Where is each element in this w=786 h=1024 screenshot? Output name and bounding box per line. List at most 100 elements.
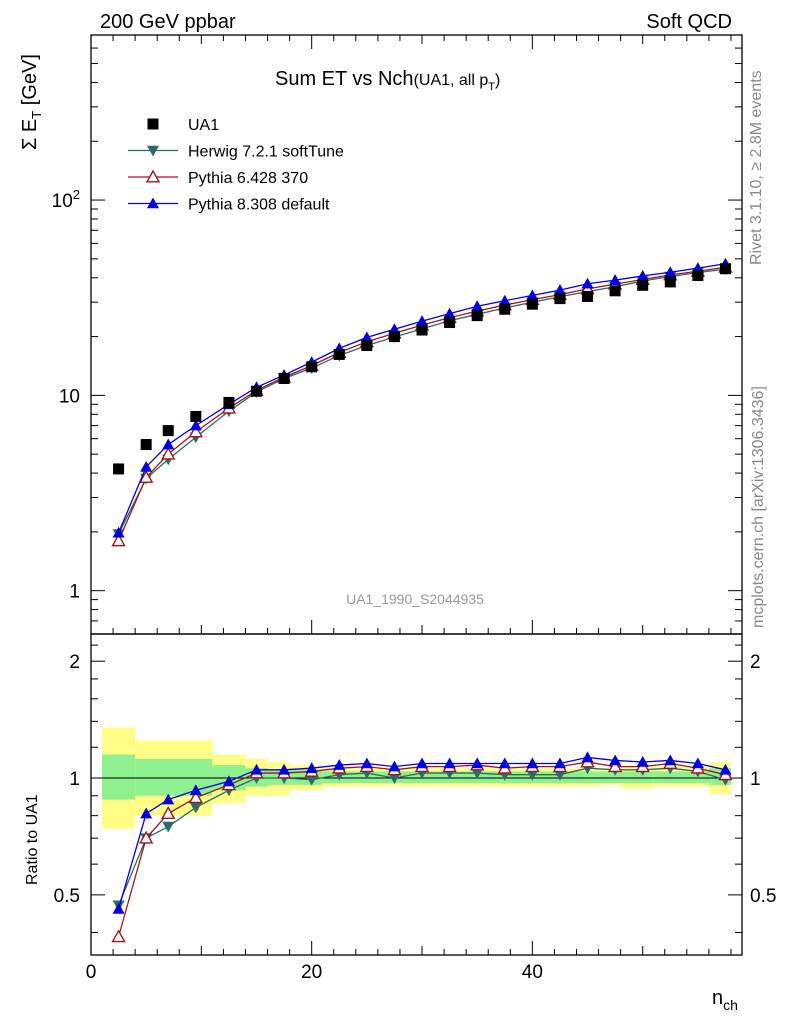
data-point-0 — [113, 463, 125, 475]
y-tick-label-ratio-right-1: 1 — [750, 769, 761, 790]
data-point-19 — [637, 279, 649, 291]
ratio-marker-s3-14 — [498, 757, 511, 769]
main-marker-s3-1 — [140, 460, 153, 472]
main-marker-s3-12 — [443, 307, 456, 319]
ratio-marker-s3-5 — [250, 763, 263, 775]
x-tick-label-0: 0 — [86, 962, 97, 983]
main-marker-s3-19 — [636, 269, 649, 281]
band-inner-0 — [102, 754, 136, 800]
ratio-marker-s3-21 — [691, 757, 704, 769]
band-inner-9 — [653, 771, 709, 784]
ratio-marker-s3-22 — [719, 763, 732, 775]
ratio-marker-s3-8 — [333, 759, 346, 770]
ratio-marker-s3-19 — [636, 755, 649, 767]
ratio-marker-s3-2 — [162, 793, 175, 805]
ratio-marker-s1-16 — [553, 769, 566, 781]
y-tick-label-ratio-2: 2 — [69, 652, 80, 673]
ratio-marker-s1-13 — [471, 768, 484, 780]
y-tick-label-ratio-right-2: 2 — [750, 652, 761, 673]
data-point-18 — [609, 285, 621, 297]
legend-marker-0 — [147, 118, 159, 130]
header-left: 200 GeV ppbar — [100, 11, 236, 33]
legend-label-0: UA1 — [188, 117, 219, 134]
plot-title: Sum ET vs Nch(UA1, all pT) — [275, 68, 500, 93]
y-tick-label-main-10: 10 — [59, 386, 80, 407]
data-point-7 — [306, 361, 318, 373]
main-marker-s2-2 — [161, 446, 176, 460]
y-tick-label-main-100: 102 — [52, 187, 80, 212]
main-marker-s3-17 — [581, 277, 594, 289]
ratio-marker-s3-13 — [471, 757, 484, 769]
ratio-marker-s3-15 — [526, 757, 539, 769]
series-layer — [111, 257, 733, 943]
legend-marker-1 — [147, 145, 159, 157]
main-line-3 — [117, 263, 726, 533]
band-inner-1 — [135, 758, 213, 796]
ratio-marker-s3-7 — [305, 762, 318, 774]
legend-label-1: Herwig 7.2.1 softTune — [188, 144, 344, 161]
data-point-10 — [388, 331, 400, 343]
ylabel-main: Σ ET [GeV] — [19, 54, 44, 150]
data-point-20 — [664, 276, 676, 288]
ratio-marker-s3-6 — [278, 763, 291, 775]
main-marker-s3-20 — [664, 266, 677, 278]
data-point-6 — [278, 372, 290, 384]
ratio-marker-s1-7 — [305, 774, 318, 786]
band-inner-8 — [620, 771, 654, 784]
data-point-15 — [526, 298, 538, 310]
data-point-16 — [554, 293, 566, 305]
x-tick-label-40: 40 — [522, 962, 543, 983]
xlabel: nch — [712, 987, 738, 1013]
main-marker-s2-3 — [188, 424, 204, 438]
legend-label-2: Pythia 6.428 370 — [188, 170, 308, 187]
data-point-22 — [719, 263, 731, 275]
ratio-plot-frame — [90, 633, 743, 956]
ratio-marker-s3-0 — [112, 902, 125, 914]
ratio-marker-s2-2 — [161, 806, 176, 820]
ratio-marker-s3-4 — [222, 775, 235, 787]
data-point-12 — [444, 317, 456, 329]
data-point-3 — [190, 410, 202, 422]
header-right: Soft QCD — [646, 11, 732, 33]
legend-label-3: Pythia 8.308 default — [188, 197, 330, 214]
ratio-marker-s2-1 — [138, 830, 154, 844]
ratio-marker-s3-16 — [553, 757, 566, 769]
ratio-marker-s2-3 — [188, 790, 204, 804]
ratio-marker-s2-0 — [111, 929, 126, 943]
main-marker-s3-18 — [609, 274, 622, 285]
data-point-21 — [692, 269, 704, 281]
main-marker-s3-0 — [112, 526, 125, 538]
legend-marker-3 — [147, 197, 159, 209]
data-point-14 — [499, 303, 511, 315]
y-tick-label-ratio-0.5: 0.5 — [54, 886, 80, 907]
data-point-5 — [251, 385, 263, 397]
analysis-id: UA1_1990_S2044935 — [346, 591, 484, 607]
data-point-4 — [223, 396, 235, 408]
ylabel-ratio: Ratio to UA1 — [24, 794, 41, 885]
main-marker-s3-11 — [416, 315, 429, 326]
main-line-1 — [118, 268, 726, 535]
data-point-2 — [162, 425, 174, 437]
ratio-marker-s3-20 — [664, 754, 677, 766]
main-marker-s2-0 — [111, 533, 126, 547]
ratio-marker-s3-12 — [443, 757, 456, 769]
ratio-marker-s3-11 — [416, 757, 429, 769]
side-text-bottom: mcplots.cern.ch [arXiv:1306.3436] — [750, 386, 767, 628]
main-marker-s3-2 — [162, 438, 175, 450]
legend-marker-2 — [145, 169, 161, 183]
ratio-marker-s1-10 — [388, 773, 401, 785]
data-point-8 — [333, 348, 345, 360]
ratio-marker-s1-2 — [162, 821, 175, 833]
ratio-marker-s3-17 — [581, 751, 594, 763]
data-point-13 — [471, 310, 483, 322]
band-inner-6 — [322, 771, 599, 784]
x-tick-label-20: 20 — [301, 962, 322, 983]
ratio-marker-s1-3 — [189, 802, 202, 814]
ratio-marker-s3-10 — [388, 760, 401, 772]
main-marker-s3-13 — [471, 300, 484, 312]
band-inner-7 — [598, 771, 621, 784]
side-text-top: Rivet 3.1.10, ≥ 2.8M events — [748, 70, 765, 265]
data-point-9 — [361, 340, 373, 352]
data-point-11 — [416, 324, 428, 336]
